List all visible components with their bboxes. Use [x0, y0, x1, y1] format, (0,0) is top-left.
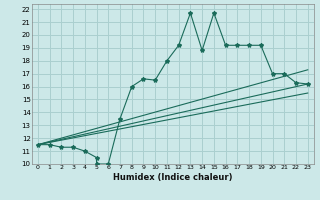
X-axis label: Humidex (Indice chaleur): Humidex (Indice chaleur) — [113, 173, 233, 182]
